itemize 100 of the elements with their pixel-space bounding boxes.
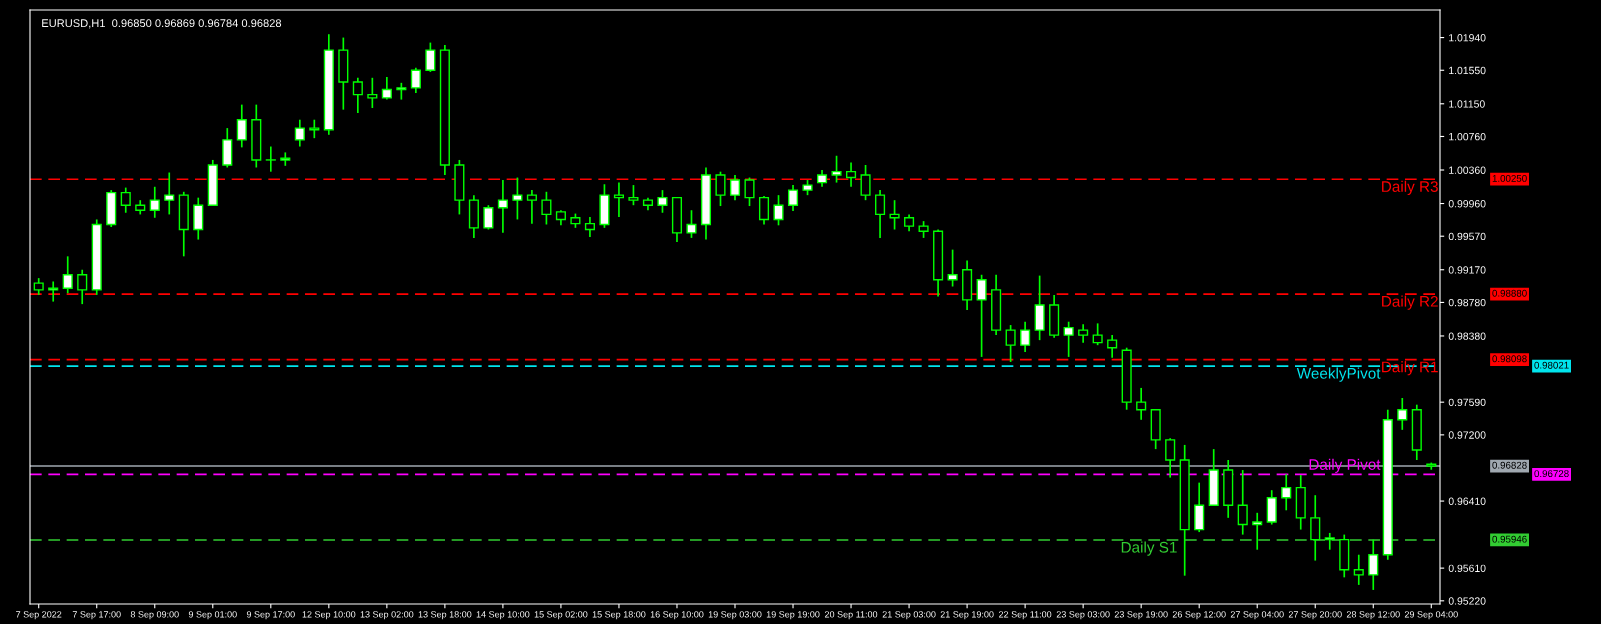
candlestick [1107, 334, 1118, 359]
x-tick-label: 15 Sep 02:00 [534, 611, 588, 620]
x-tick-label: 21 Sep 03:00 [882, 611, 936, 620]
candlestick [1310, 494, 1321, 562]
x-tick-label: 9 Sep 01:00 [188, 611, 237, 620]
y-tick-label: 0.96410 [1448, 497, 1486, 505]
candlestick [352, 76, 363, 114]
y-tick-label: 0.99570 [1448, 232, 1486, 241]
candlestick [846, 161, 857, 188]
x-tick-label: 7 Sep 17:00 [72, 611, 121, 620]
candlestick [265, 145, 276, 173]
y-tick-label: 0.95610 [1448, 564, 1486, 572]
candlestick [758, 195, 770, 226]
y-tick-label: 0.98380 [1448, 332, 1486, 340]
candlestick [309, 118, 320, 139]
candlestick [294, 118, 305, 148]
candlestick [1237, 469, 1248, 536]
x-tick-label: 8 Sep 09:00 [130, 611, 179, 620]
candlestick [875, 189, 886, 239]
candlestick [787, 184, 799, 212]
candlestick [149, 185, 160, 219]
x-tick-label: 27 Sep 04:00 [1230, 611, 1284, 620]
x-tick-label: 13 Sep 02:00 [360, 611, 414, 620]
candlestick [1092, 322, 1103, 347]
candlestick [860, 164, 871, 202]
x-tick-label: 26 Sep 12:00 [1172, 611, 1226, 620]
candlestick [1368, 538, 1379, 591]
candlestick [1353, 553, 1364, 586]
x-tick-label: 9 Sep 17:00 [246, 611, 295, 620]
text: 1.00250 [1492, 174, 1527, 182]
candlestick [280, 151, 291, 167]
candlestick [1063, 320, 1074, 358]
ref-line-label: Daily S1 [1121, 541, 1177, 556]
candlestick [976, 273, 987, 358]
candlestick [773, 194, 784, 227]
ref-line-label: WeeklyPivot [1296, 367, 1381, 382]
candlestick [686, 209, 697, 239]
x-tick-label: 19 Sep 19:00 [766, 611, 820, 620]
candlestick [425, 41, 436, 73]
candlestick [729, 174, 741, 202]
candlestick [1078, 323, 1089, 344]
text: 0.96728 [1534, 470, 1569, 478]
candlestick [120, 186, 131, 214]
y-tick-label: 1.01550 [1449, 66, 1486, 75]
candlestick [164, 171, 175, 216]
y-tick-label: 1.01150 [1449, 100, 1485, 108]
candlestick [657, 189, 668, 214]
text: 0.98098 [1492, 355, 1527, 363]
x-tick-label: 12 Sep 10:00 [302, 611, 356, 620]
x-tick-label: 7 Sep 2022 [16, 611, 62, 620]
text: 0.98880 [1492, 289, 1527, 297]
candlestick [1165, 437, 1176, 479]
x-tick-label: 29 Sep 04:00 [1404, 611, 1458, 620]
y-tick-label: 0.97590 [1448, 398, 1486, 407]
x-tick-label: 27 Sep 20:00 [1288, 611, 1342, 620]
x-tick-label: 28 Sep 12:00 [1346, 611, 1400, 620]
x-tick-label: 20 Sep 11:00 [824, 611, 878, 620]
candlestick [1252, 511, 1263, 551]
candlestick [584, 216, 595, 238]
y-tick-label: 1.00360 [1449, 166, 1486, 174]
candlestick [62, 255, 73, 295]
candlestick [48, 280, 59, 303]
ref-line-label: Daily R2 [1382, 295, 1438, 310]
x-tick-label: 15 Sep 18:00 [592, 611, 646, 620]
y-tick-label: 0.99960 [1448, 200, 1486, 208]
candlestick [410, 66, 421, 94]
candlestick [483, 204, 494, 231]
candlestick [1020, 320, 1031, 353]
candlestick [1281, 473, 1292, 512]
candlestick [512, 176, 523, 221]
candlestick [1324, 532, 1335, 551]
candlestick [1397, 397, 1408, 431]
candlestick [236, 103, 247, 149]
text: 0.96828 [1492, 461, 1527, 469]
candlestick [1005, 324, 1016, 363]
text: 0.98021 [1534, 361, 1569, 369]
candlestick [367, 76, 378, 109]
candlestick [381, 76, 392, 101]
candlestick [831, 154, 842, 184]
candlestick [1136, 387, 1147, 421]
y-tick-label: 0.97200 [1448, 431, 1486, 439]
ref-line-label: Daily Pivot [1309, 458, 1381, 473]
candlestick [715, 170, 726, 207]
x-tick-label: 22 Sep 11:00 [999, 611, 1052, 620]
text: 0.95946 [1492, 535, 1527, 543]
candlestick [77, 268, 88, 305]
candlestick [526, 189, 537, 225]
x-tick-label: 16 Sep 10:00 [650, 611, 704, 620]
x-tick-label: 14 Sep 10:00 [476, 611, 530, 620]
candlestick [541, 190, 552, 226]
text: EURUSD,H1 0.96850 0.96869 0.96784 0.96828 [42, 19, 282, 29]
candlestick [613, 181, 624, 218]
y-tick-label: 1.00760 [1449, 132, 1486, 141]
x-tick-label: 23 Sep 03:00 [1056, 611, 1110, 620]
candlestick [947, 248, 958, 288]
x-tick-label: 21 Sep 19:00 [940, 611, 994, 620]
x-tick-label: 19 Sep 03:00 [708, 611, 762, 620]
x-tick-label: 13 Sep 18:00 [418, 611, 472, 620]
candlestick [744, 176, 755, 207]
candlestick [497, 179, 508, 234]
